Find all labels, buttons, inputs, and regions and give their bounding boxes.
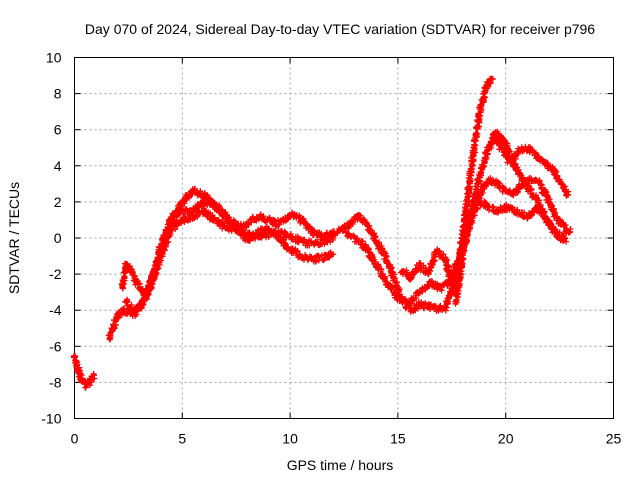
y-tick-label: 0 [54,230,62,246]
y-tick-label: 2 [54,194,62,210]
y-tick-label: -4 [49,302,62,318]
y-tick-label: 4 [54,158,62,174]
y-tick-label: 8 [54,86,62,102]
series-track-4 [122,186,336,319]
grid [75,58,614,419]
chart-title: Day 070 of 2024, Sidereal Day-to-day VTE… [85,21,595,37]
data-points [71,76,573,391]
y-tick-label: 10 [46,50,62,66]
x-tick-label: 25 [606,431,622,447]
y-tick-label: -6 [49,338,62,354]
y-tick-label: -8 [49,374,62,390]
y-axis-label: SDTVAR / TECUs [6,182,22,294]
x-tick-label: 5 [178,431,186,447]
x-axis-label: GPS time / hours [287,457,394,473]
x-tick-label: 10 [282,431,298,447]
x-tick-label: 0 [71,431,79,447]
axis-ticks: 0 5 10 15 20 25 -10 -8 -6 -4 -2 0 2 4 6 8 10 [41,50,621,447]
x-tick-label: 20 [498,431,514,447]
x-tick-label: 15 [390,431,406,447]
y-tick-label: -2 [49,266,62,282]
chart: 0 5 10 15 20 25 -10 -8 -6 -4 -2 0 2 4 6 8 10 Day 070 of … [0,0,640,480]
y-tick-label: 6 [54,122,62,138]
y-tick-label: -10 [41,411,61,427]
